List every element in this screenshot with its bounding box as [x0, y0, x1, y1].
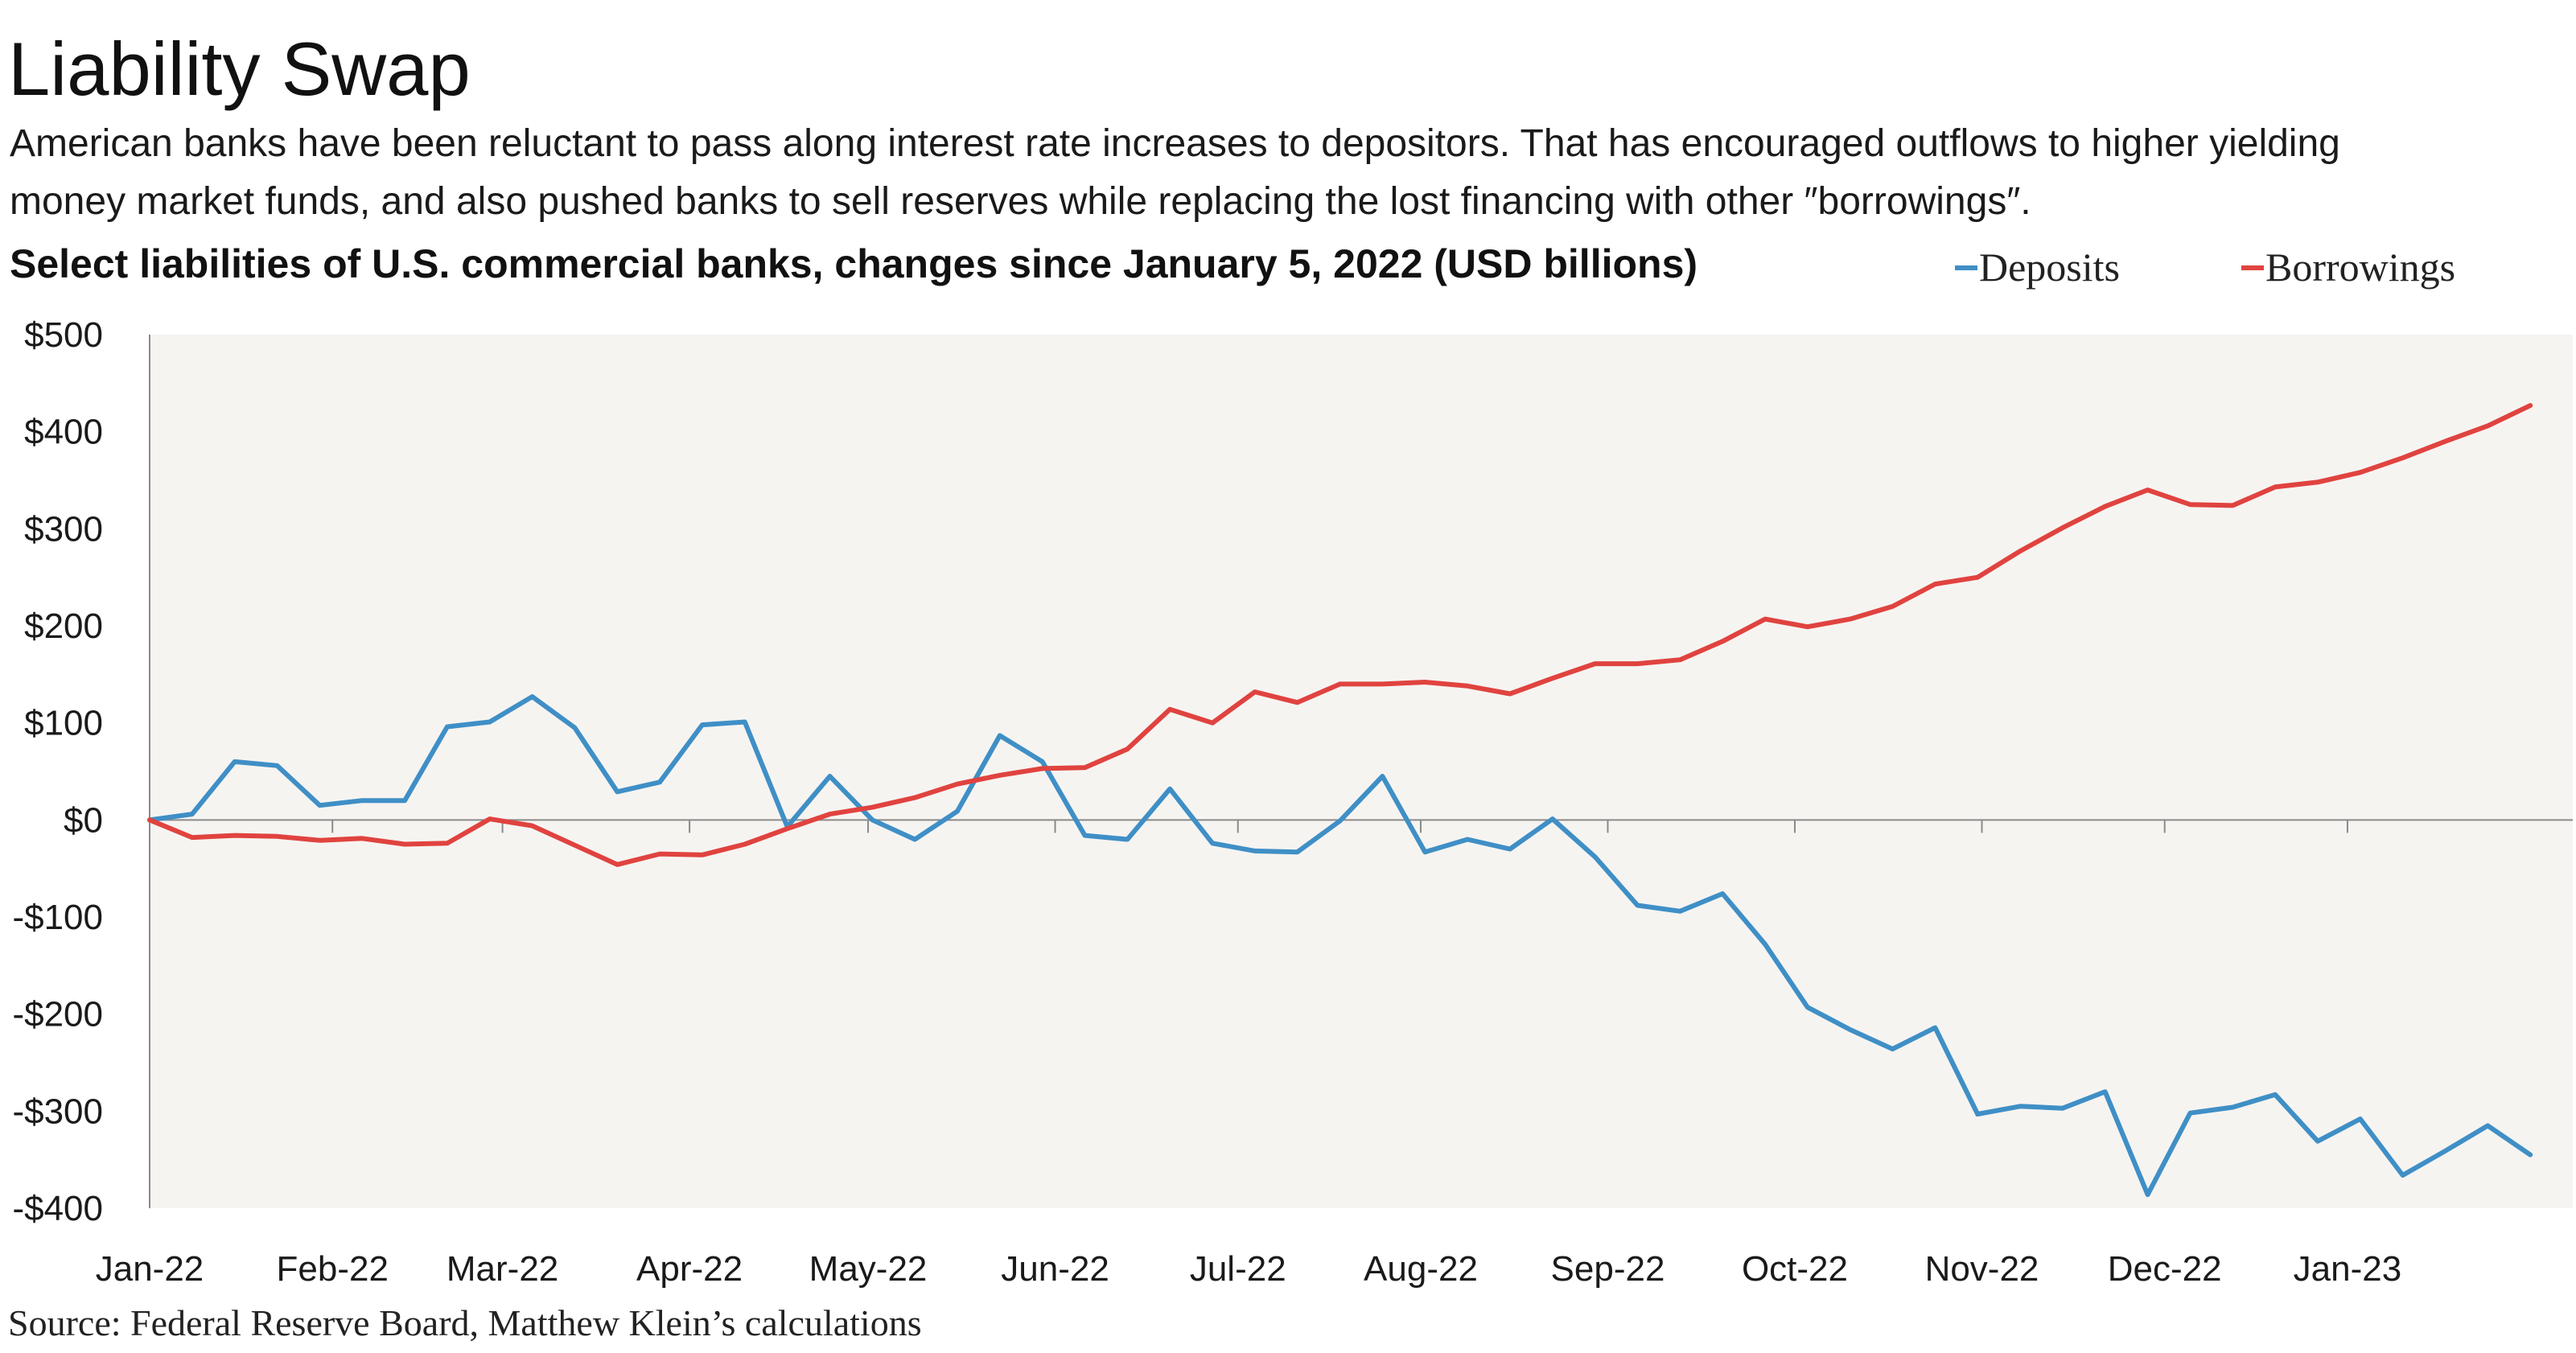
x-tick-label: Oct-22 [1742, 1249, 1848, 1289]
legend-label-borrowings: Borrowings [2265, 245, 2455, 290]
y-axis: $500 $400 $300 $200 $100 $0 -$100 -$200 -$300 -$4… [12, 315, 103, 1228]
x-tick-label: Aug-22 [1364, 1249, 1478, 1289]
x-tick-label: Apr-22 [636, 1249, 743, 1289]
x-axis: Jan-22 Feb-22 Mar-22 Apr-22 May-22 Jun-22 Jul-… [96, 335, 2573, 1289]
x-tick-label: Jan-23 [2294, 1249, 2402, 1289]
y-tick-label: -$200 [12, 995, 103, 1034]
series-line-borrowings [147, 403, 2533, 867]
x-tick-label: Nov-22 [1925, 1249, 2039, 1289]
x-tick-label: Jan-22 [96, 1249, 204, 1289]
y-tick-label: -$400 [12, 1189, 103, 1228]
chart-subtitle-line-2: money market funds, and also pushed bank… [10, 180, 2031, 223]
y-tick-label: $0 [64, 800, 103, 840]
x-tick-label: Mar-22 [446, 1249, 558, 1289]
y-tick-label: $500 [24, 315, 103, 355]
x-tick-label: May-22 [809, 1249, 928, 1289]
chart-subtitle-line-1: American banks have been reluctant to pa… [10, 122, 2340, 165]
y-tick-label: $400 [24, 413, 103, 452]
x-tick-label: Sep-22 [1551, 1249, 1665, 1289]
chart-title: Liability Swap [8, 27, 471, 111]
y-tick-label: $200 [24, 607, 103, 646]
source-note: Source: Federal Reserve Board, Matthew K… [8, 1302, 922, 1343]
x-tick-label: Jun-22 [1001, 1249, 1109, 1289]
series-line-deposits [147, 694, 2533, 1198]
chart-heading: Select liabilities of U.S. commercial ba… [10, 241, 1697, 286]
x-tick-label: Feb-22 [277, 1249, 389, 1289]
y-tick-label: $100 [24, 704, 103, 743]
y-tick-label: -$100 [12, 898, 103, 937]
x-tick-label: Dec-22 [2108, 1249, 2222, 1289]
series-layer [147, 403, 2533, 1198]
x-tick-label: Jul-22 [1190, 1249, 1286, 1289]
legend: Deposits Borrowings [1955, 245, 2455, 290]
plot-area [150, 335, 2573, 1208]
legend-label-deposits: Deposits [1979, 245, 2120, 290]
y-tick-label: $300 [24, 509, 103, 549]
y-tick-label: -$300 [12, 1092, 103, 1131]
